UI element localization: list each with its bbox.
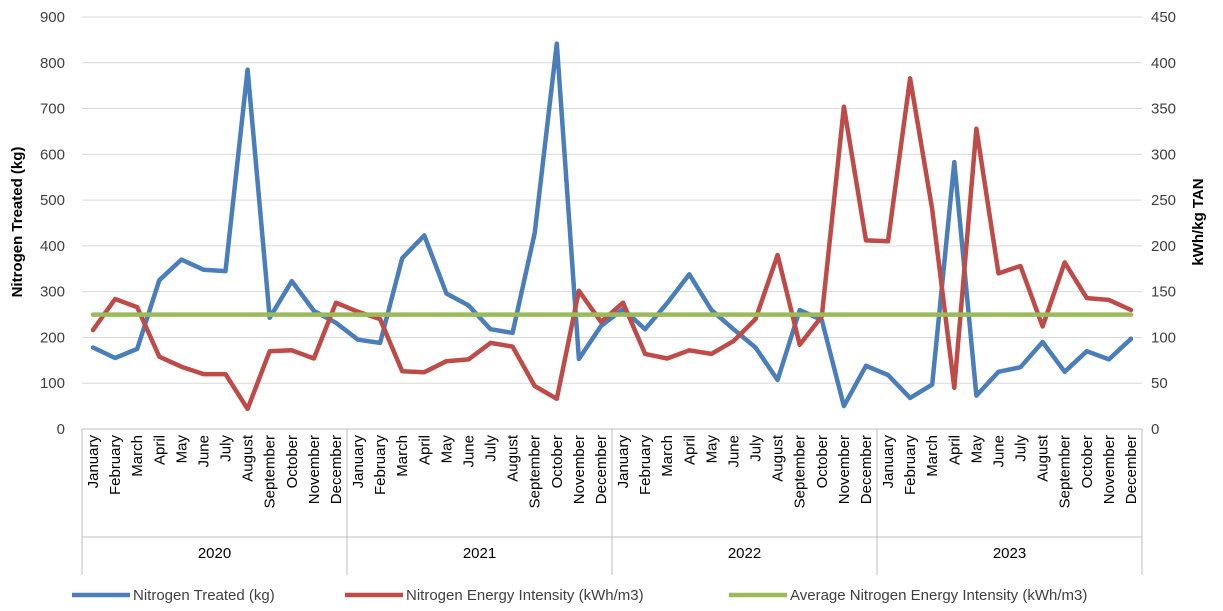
y-tick-label-right: 450 bbox=[1151, 9, 1176, 26]
legend-label: Nitrogen Energy Intensity (kWh/m3) bbox=[406, 587, 644, 604]
x-tick-label: September bbox=[262, 435, 279, 508]
x-tick-label: April bbox=[416, 435, 433, 465]
y-tick-label-right: 250 bbox=[1151, 192, 1176, 209]
series-lines bbox=[90, 41, 1134, 412]
x-tick-label: March bbox=[394, 435, 411, 477]
x-tick-label: October bbox=[284, 435, 301, 488]
x-tick-label: January bbox=[350, 435, 367, 489]
y-tick-label-left: 400 bbox=[40, 238, 65, 255]
x-tick-label: May bbox=[173, 435, 190, 464]
x-tick-label: March bbox=[129, 435, 146, 477]
year-label: 2021 bbox=[463, 545, 496, 562]
x-tick-label: September bbox=[527, 435, 544, 508]
x-tick-label: March bbox=[659, 435, 676, 477]
y-tick-label-right: 200 bbox=[1151, 238, 1176, 255]
y-tick-label-left: 600 bbox=[40, 146, 65, 163]
x-tick-label: October bbox=[1079, 435, 1096, 488]
y-tick-label-right: 400 bbox=[1151, 55, 1176, 72]
x-tick-label: September bbox=[792, 435, 809, 508]
y-tick-label-left: 800 bbox=[40, 55, 65, 72]
series-line bbox=[90, 76, 1134, 412]
x-tick-label: January bbox=[880, 435, 897, 489]
x-axis: January February March April May June July Augu… bbox=[81, 428, 1143, 575]
x-tick-label: January bbox=[615, 435, 632, 489]
x-tick-label: May bbox=[703, 435, 720, 464]
legend: Nitrogen Treated (kg) Nitrogen Energy Int… bbox=[72, 587, 1087, 604]
x-tick-label: October bbox=[549, 435, 566, 488]
x-tick-label: November bbox=[306, 435, 323, 504]
x-tick-label: July bbox=[748, 435, 765, 462]
y-axis-title-left: Nitrogen Treated (kg) bbox=[9, 147, 26, 298]
x-tick-label: April bbox=[946, 435, 963, 465]
right-axis: 0 50 100 150 200 250 300 350 400 450 bbox=[1151, 9, 1176, 438]
x-tick-label: June bbox=[725, 435, 742, 468]
gridlines bbox=[82, 16, 1142, 384]
y-tick-label-left: 700 bbox=[40, 101, 65, 118]
y-tick-label-right: 300 bbox=[1151, 146, 1176, 163]
x-tick-label: August bbox=[240, 434, 257, 482]
year-label: 2020 bbox=[198, 545, 231, 562]
y-tick-label-left: 500 bbox=[40, 192, 65, 209]
x-tick-label: July bbox=[483, 435, 500, 462]
x-tick-label: February bbox=[637, 435, 654, 496]
x-tick-label: January bbox=[85, 435, 102, 489]
x-tick-label: April bbox=[151, 435, 168, 465]
x-tick-label: August bbox=[770, 434, 787, 482]
x-tick-label: March bbox=[924, 435, 941, 477]
x-tick-label: June bbox=[990, 435, 1007, 468]
x-tick-label: August bbox=[1035, 434, 1052, 482]
y-tick-label-right: 0 bbox=[1151, 421, 1159, 438]
x-tick-label: August bbox=[505, 434, 522, 482]
x-tick-label: November bbox=[1101, 435, 1118, 504]
x-tick-label: July bbox=[1013, 435, 1030, 462]
x-tick-label: February bbox=[372, 435, 389, 496]
y-tick-label-right: 350 bbox=[1151, 101, 1176, 118]
x-tick-label: May bbox=[438, 435, 455, 464]
x-tick-label: February bbox=[902, 435, 919, 496]
left-axis: 0 100 200 300 400 500 600 700 800 900 bbox=[40, 9, 65, 438]
legend-label: Average Nitrogen Energy Intensity (kWh/m… bbox=[790, 587, 1087, 604]
x-tick-label: December bbox=[593, 435, 610, 504]
y-tick-label-left: 0 bbox=[57, 421, 65, 438]
y-tick-label-left: 300 bbox=[40, 284, 65, 301]
y-tick-label-right: 150 bbox=[1151, 284, 1176, 301]
x-tick-label: December bbox=[328, 435, 345, 504]
y-tick-label-right: 50 bbox=[1151, 375, 1168, 392]
y-tick-label-left: 900 bbox=[40, 9, 65, 26]
y-axis-title-right: kWh/kg TAN bbox=[1190, 178, 1207, 265]
year-label: 2023 bbox=[993, 545, 1026, 562]
x-tick-label: July bbox=[218, 435, 235, 462]
x-tick-label: December bbox=[858, 435, 875, 504]
y-tick-label-right: 100 bbox=[1151, 329, 1176, 346]
year-label: 2022 bbox=[728, 545, 761, 562]
x-tick-label: November bbox=[836, 435, 853, 504]
x-tick-label: November bbox=[571, 435, 588, 504]
legend-label: Nitrogen Treated (kg) bbox=[133, 587, 275, 604]
x-tick-label: May bbox=[968, 435, 985, 464]
x-tick-label: September bbox=[1057, 435, 1074, 508]
x-tick-label: February bbox=[107, 435, 124, 496]
series-line bbox=[90, 41, 1134, 409]
x-tick-label: December bbox=[1123, 435, 1140, 504]
x-tick-label: June bbox=[460, 435, 477, 468]
y-tick-label-left: 100 bbox=[40, 375, 65, 392]
x-tick-label: June bbox=[195, 435, 212, 468]
x-tick-label: October bbox=[814, 435, 831, 488]
y-tick-label-left: 200 bbox=[40, 329, 65, 346]
x-tick-label: April bbox=[681, 435, 698, 465]
